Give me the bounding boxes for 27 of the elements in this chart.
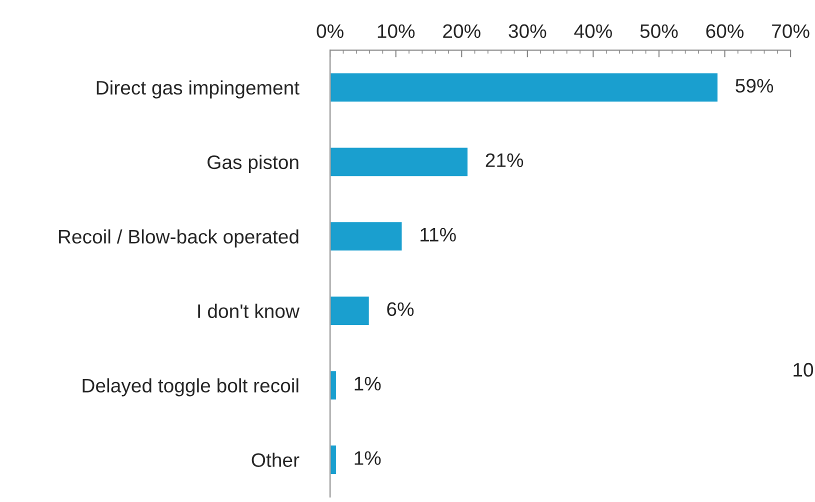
- y-tick-label: Delayed toggle bolt recoil: [82, 378, 298, 396]
- x-tick-label: 0%: [316, 24, 344, 38]
- y-tick-label: I don't know: [198, 304, 300, 318]
- bar: [330, 444, 338, 476]
- x-tick-label: 60%: [706, 24, 744, 38]
- bar: [330, 295, 370, 326]
- x-tick-label: 20%: [443, 24, 480, 38]
- bar: [330, 370, 338, 401]
- data-label: 21%: [486, 153, 524, 168]
- x-tick-label: 30%: [508, 24, 546, 38]
- bar: [330, 146, 469, 178]
- x-tick-label: 10%: [378, 24, 415, 38]
- data-label: 11%: [420, 228, 456, 242]
- y-tick-label: Gas piston: [208, 154, 298, 173]
- y-tick-label: Other: [252, 452, 300, 467]
- data-label: 59%: [736, 78, 774, 93]
- data-label: 1%: [354, 451, 381, 465]
- x-tick-label: 40%: [574, 24, 612, 38]
- data-label: 1%: [354, 376, 381, 390]
- data-label: 6%: [387, 302, 414, 316]
- y-tick-label: Recoil / Blow-back operated: [59, 229, 298, 248]
- x-tick-label: 50%: [640, 24, 678, 38]
- y-tick-label: Direct gas impingement: [96, 80, 300, 99]
- text: 10: [794, 362, 814, 377]
- x-tick-label: 70%: [772, 24, 810, 38]
- bar: [330, 220, 404, 252]
- bar: [330, 72, 719, 104]
